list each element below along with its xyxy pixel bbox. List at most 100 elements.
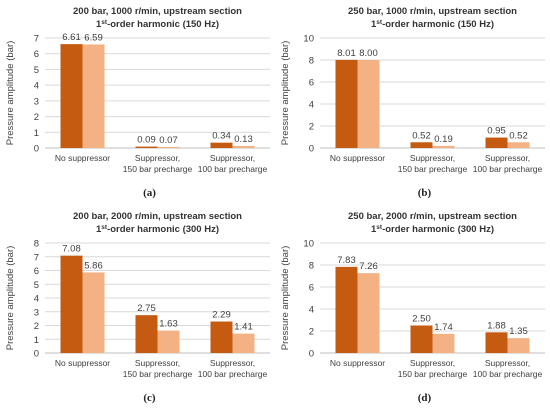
data-label: 6.59 [84, 32, 103, 43]
bar [157, 146, 180, 148]
y-tick-label: 2 [309, 122, 314, 133]
x-tick-label: Suppressor, [410, 358, 455, 368]
x-tick-label: 150 bar precharge [398, 369, 468, 379]
y-tick-label: 2 [34, 321, 39, 332]
y-tick-label: 4 [34, 294, 39, 305]
chart-subtitle: 1st-order harmonic (300 Hz) [371, 224, 494, 235]
x-tick-label: No suppressor [330, 153, 385, 163]
chart-svg: 200 bar, 1000 r/min, upstream section 1st… [5, 6, 270, 199]
data-label: 8.00 [359, 48, 378, 59]
data-label: 1.74 [434, 322, 453, 333]
chart-title: 200 bar, 1000 r/min, upstream section [73, 6, 242, 17]
x-tick-label: No suppressor [55, 358, 110, 368]
bar [82, 44, 105, 148]
data-label: 0.52 [509, 130, 528, 141]
bar [432, 333, 455, 353]
x-tick-label: Suppressor, [135, 358, 180, 368]
chart-title: 250 bar, 1000 r/min, upstream section [348, 6, 517, 17]
x-tick-label: Suppressor, [135, 153, 180, 163]
chart-panel-b: 250 bar, 1000 r/min, upstream section 1st… [275, 0, 550, 204]
y-tick-label: 7 [34, 252, 39, 263]
panel-label: (b) [418, 187, 432, 199]
bar [357, 273, 380, 353]
panel-label: (a) [143, 187, 156, 199]
y-tick-label: 7 [34, 34, 39, 45]
chart-svg: 250 bar, 2000 r/min, upstream section 1st… [280, 211, 545, 404]
y-tick-label: 1 [34, 335, 39, 346]
chart-title: 250 bar, 2000 r/min, upstream section [348, 211, 517, 222]
y-tick-label: 5 [34, 65, 39, 76]
chart-subtitle: 1st-order harmonic (300 Hz) [96, 224, 219, 235]
x-tick-label: Suppressor, [210, 358, 255, 368]
bar [82, 272, 105, 353]
bar [135, 315, 158, 353]
data-label: 5.86 [84, 260, 103, 271]
y-axis-label: Pressure amplitude (bar) [5, 41, 16, 146]
bar [232, 145, 255, 148]
data-label: 0.09 [137, 135, 156, 146]
data-label: 0.19 [434, 134, 453, 145]
y-tick-label: 0 [309, 349, 314, 360]
data-label: 0.13 [234, 134, 253, 145]
y-tick-label: 3 [34, 96, 39, 107]
y-tick-label: 10 [303, 34, 314, 45]
y-tick-label: 8 [34, 239, 39, 250]
x-tick-label: 150 bar precharge [123, 369, 193, 379]
panel-label: (c) [143, 392, 156, 404]
y-axis-label: Pressure amplitude (bar) [5, 246, 16, 351]
y-tick-label: 6 [309, 283, 314, 294]
data-label: 1.35 [509, 326, 528, 337]
bar [485, 332, 508, 353]
bar [410, 142, 433, 148]
data-label: 0.07 [159, 135, 178, 146]
y-tick-label: 4 [309, 305, 314, 316]
x-tick-label: 150 bar precharge [398, 164, 468, 174]
bar [60, 44, 83, 148]
data-label: 7.83 [337, 255, 356, 266]
y-tick-label: 3 [34, 307, 39, 318]
y-axis-label: Pressure amplitude (bar) [280, 41, 291, 146]
chart-svg: 250 bar, 1000 r/min, upstream section 1st… [280, 6, 545, 199]
chart-svg: 200 bar, 2000 r/min, upstream section 1st… [5, 211, 270, 404]
bar [60, 255, 83, 353]
y-tick-label: 0 [34, 349, 39, 360]
data-label: 7.26 [359, 261, 378, 272]
data-label: 6.61 [62, 32, 81, 43]
bar [232, 333, 255, 353]
x-tick-label: 100 bar precharge [198, 369, 268, 379]
y-tick-label: 6 [309, 78, 314, 89]
x-tick-label: No suppressor [330, 358, 385, 368]
data-label: 2.75 [137, 303, 156, 314]
bar [157, 330, 180, 353]
data-label: 1.88 [487, 320, 506, 331]
chart-panel-a: 200 bar, 1000 r/min, upstream section 1st… [0, 0, 275, 204]
y-tick-label: 8 [309, 261, 314, 272]
bar [410, 325, 433, 353]
y-tick-label: 1 [34, 128, 39, 139]
bar [485, 137, 508, 148]
x-tick-label: 150 bar precharge [123, 164, 193, 174]
bar [135, 146, 158, 148]
y-tick-label: 0 [309, 144, 314, 155]
bar [210, 142, 233, 148]
y-tick-label: 6 [34, 49, 39, 60]
data-label: 8.01 [337, 48, 356, 59]
bar [507, 338, 530, 353]
chart-panel-c: 200 bar, 2000 r/min, upstream section 1st… [0, 205, 275, 409]
y-tick-label: 8 [309, 56, 314, 67]
x-tick-label: 100 bar precharge [473, 369, 543, 379]
y-tick-label: 2 [309, 327, 314, 338]
y-axis-label: Pressure amplitude (bar) [280, 246, 291, 351]
bar [432, 145, 455, 148]
y-tick-label: 2 [34, 112, 39, 123]
panel-label: (d) [418, 392, 432, 404]
y-tick-label: 5 [34, 280, 39, 291]
data-label: 0.34 [212, 131, 231, 142]
x-tick-label: Suppressor, [210, 153, 255, 163]
data-label: 1.63 [159, 319, 178, 330]
bar [335, 59, 358, 148]
chart-subtitle: 1st-order harmonic (150 Hz) [371, 19, 494, 30]
y-tick-label: 4 [34, 81, 39, 92]
x-tick-label: Suppressor, [485, 153, 530, 163]
y-tick-label: 6 [34, 266, 39, 277]
